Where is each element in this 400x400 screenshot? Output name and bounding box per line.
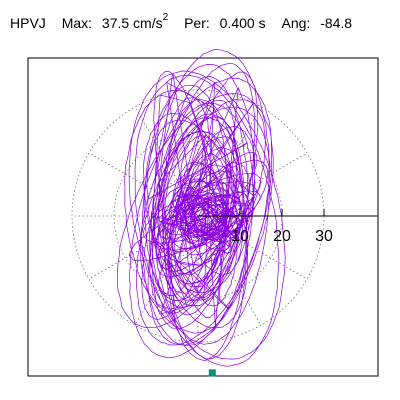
plot-header: HPVJ Max: 37.5 cm/s2 Per: 0.400 s Ang: -… <box>10 12 353 31</box>
period-label: Per: <box>184 14 210 31</box>
angle-value: -84.8 <box>320 14 353 31</box>
marker-layer <box>208 369 216 377</box>
plot-frame <box>27 57 379 377</box>
radial-axis: 10 20 30 <box>198 209 378 245</box>
motion-trace <box>117 49 286 367</box>
radial-tick-label-20: 20 <box>273 228 291 245</box>
period-value: 0.400 s <box>219 14 266 31</box>
radial-tick-label-30: 30 <box>315 228 333 245</box>
particle-motion-path <box>117 49 286 367</box>
max-amplitude-marker <box>208 369 216 377</box>
max-label: Max: <box>61 14 93 31</box>
max-value: 37.5 cm/s2 <box>101 12 169 31</box>
station-code: HPVJ <box>10 14 46 31</box>
angle-label: Ang: <box>281 14 311 31</box>
max-exponent: 2 <box>162 12 169 23</box>
radial-tick-label-10: 10 <box>231 228 249 245</box>
